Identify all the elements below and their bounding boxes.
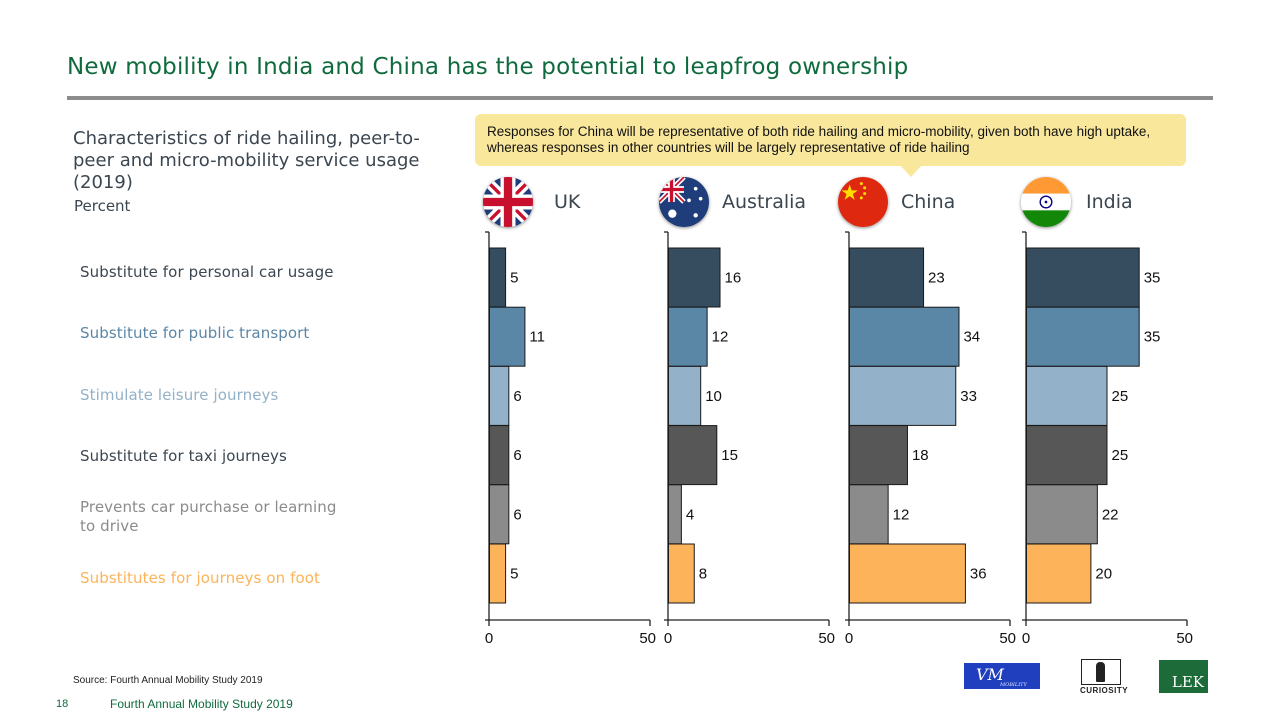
curiosity-logo-text: CURIOSITY — [1080, 686, 1129, 695]
lek-logo: LEK — [1159, 660, 1208, 693]
bar-label-australia-1: 12 — [712, 329, 729, 346]
bar-china-2 — [849, 365, 957, 426]
bar-label-india-2: 25 — [1112, 388, 1129, 405]
bar-label-australia-2: 10 — [705, 388, 722, 405]
bar-australia-3 — [668, 425, 718, 486]
bar-label-australia-3: 15 — [721, 447, 738, 464]
category-label-personal-car: Substitute for personal car usage — [80, 263, 334, 281]
bar-label-uk-0: 5 — [510, 270, 518, 287]
bar-india-0 — [1026, 247, 1140, 308]
bar-china-3 — [849, 425, 908, 486]
bar-label-uk-4: 6 — [513, 506, 521, 523]
country-name-uk: UK — [554, 191, 581, 213]
india-flag-icon — [1021, 177, 1071, 227]
x-tick-label-china-50: 50 — [999, 630, 1016, 647]
bar-uk-3 — [489, 425, 510, 486]
bar-australia-2 — [668, 365, 702, 426]
curiosity-logo: CURIOSITY — [1080, 659, 1129, 697]
slide-title: New mobility in India and China has the … — [67, 54, 909, 80]
bar-india-4 — [1026, 484, 1098, 545]
bar-label-china-1: 34 — [963, 329, 980, 346]
bar-india-5 — [1026, 543, 1092, 604]
category-label-journeys-on-foot: Substitutes for journeys on foot — [80, 569, 321, 587]
bar-india-3 — [1026, 425, 1108, 486]
vm-logo-subtext: MOBILITY — [1000, 682, 1027, 688]
australia-flag-icon — [659, 177, 709, 227]
bar-australia-4 — [668, 484, 682, 545]
bar-label-uk-2: 6 — [513, 388, 521, 405]
country-name-india: India — [1086, 191, 1133, 213]
bar-uk-5 — [489, 543, 507, 604]
bar-label-india-1: 35 — [1144, 329, 1161, 346]
bar-label-china-0: 23 — [928, 270, 945, 287]
bar-label-china-3: 18 — [912, 447, 929, 464]
bar-label-china-2: 33 — [960, 388, 977, 405]
x-tick-label-india-0: 0 — [1022, 630, 1030, 647]
vm-logo: VM MOBILITY — [964, 663, 1040, 689]
bar-australia-1 — [668, 306, 708, 367]
bar-label-uk-3: 6 — [513, 447, 521, 464]
bar-label-australia-5: 8 — [699, 566, 707, 583]
uk-flag-icon — [483, 177, 533, 227]
vm-logo-text: VM — [976, 665, 1004, 684]
bar-china-5 — [849, 543, 966, 604]
callout-pointer — [900, 165, 922, 177]
category-label-public-transport: Substitute for public transport — [80, 324, 310, 342]
curiosity-logo-frame — [1081, 659, 1121, 685]
x-tick-label-uk-0: 0 — [485, 630, 493, 647]
bar-australia-0 — [668, 247, 721, 308]
bar-label-australia-4: 4 — [686, 506, 694, 523]
x-tick-label-india-50: 50 — [1176, 630, 1193, 647]
bar-label-uk-1: 11 — [529, 329, 545, 346]
bar-india-2 — [1026, 365, 1108, 426]
country-name-australia: Australia — [722, 191, 807, 213]
bar-uk-0 — [489, 247, 507, 308]
bar-label-india-0: 35 — [1144, 270, 1161, 287]
bar-uk-1 — [489, 306, 526, 367]
category-label-car-purchase: Prevents car purchase or learning to dri… — [80, 498, 337, 535]
bar-uk-2 — [489, 365, 510, 426]
chart-title: Characteristics of ride hailing, peer-to… — [73, 128, 420, 193]
country-name-china: China — [901, 191, 956, 213]
chart-unit-label: Percent — [74, 197, 131, 215]
bar-china-0 — [849, 247, 925, 308]
bar-china-1 — [849, 306, 960, 367]
footer-title: Fourth Annual Mobility Study 2019 — [110, 697, 293, 711]
bar-label-china-4: 12 — [893, 506, 910, 523]
x-tick-label-uk-50: 50 — [639, 630, 656, 647]
china-flag-icon — [838, 177, 888, 227]
bar-uk-4 — [489, 484, 510, 545]
x-tick-label-australia-50: 50 — [818, 630, 835, 647]
bar-label-india-4: 22 — [1102, 506, 1119, 523]
bar-label-india-3: 25 — [1112, 447, 1129, 464]
x-tick-label-china-0: 0 — [845, 630, 853, 647]
x-tick-label-australia-0: 0 — [664, 630, 672, 647]
bar-label-china-5: 36 — [970, 566, 987, 583]
bar-india-1 — [1026, 306, 1140, 367]
category-label-taxi-journeys: Substitute for taxi journeys — [80, 447, 287, 465]
bar-label-uk-5: 5 — [510, 566, 518, 583]
title-divider — [67, 96, 1213, 100]
bar-china-4 — [849, 484, 889, 545]
source-note: Source: Fourth Annual Mobility Study 201… — [73, 675, 263, 686]
bar-label-india-5: 20 — [1095, 566, 1112, 583]
bar-label-australia-0: 16 — [725, 270, 742, 287]
callout-note: Responses for China will be representati… — [475, 114, 1186, 166]
page-number: 18 — [56, 698, 69, 710]
category-label-leisure-journeys: Stimulate leisure journeys — [80, 386, 279, 404]
curiosity-figure-icon — [1096, 662, 1105, 682]
bar-australia-5 — [668, 543, 695, 604]
